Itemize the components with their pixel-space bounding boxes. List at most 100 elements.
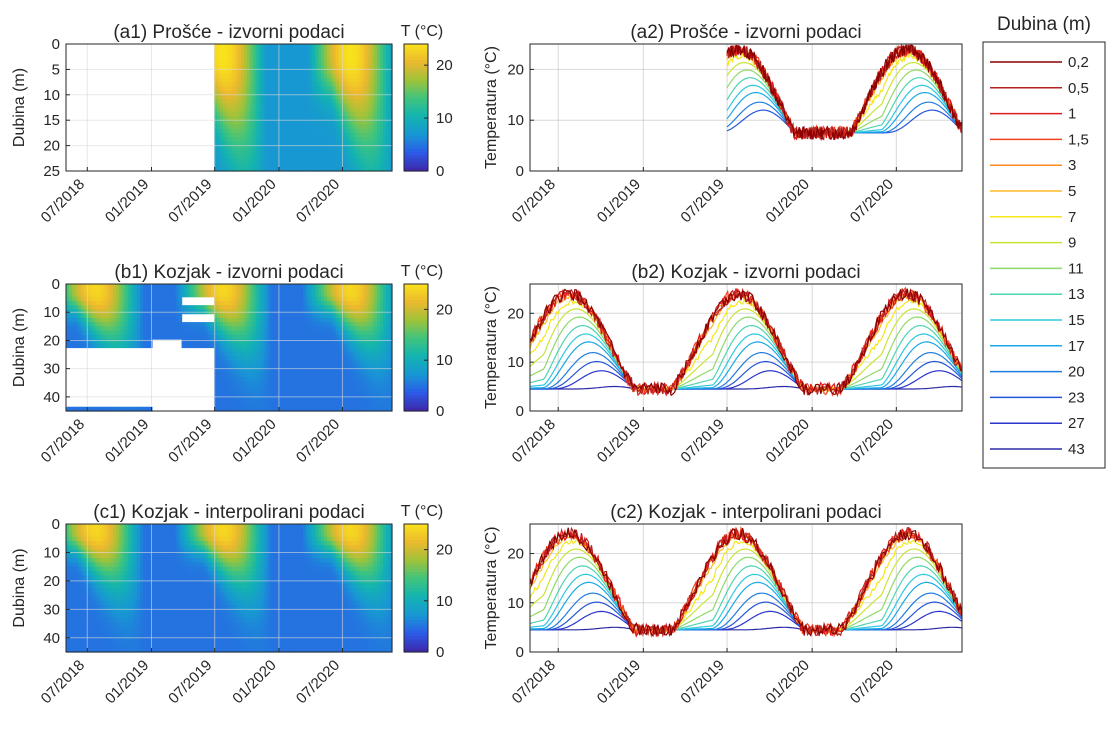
heatmap-cell — [365, 347, 369, 353]
heatmap-cell — [288, 60, 292, 66]
heatmap-cell — [294, 77, 298, 83]
heatmap-cell — [101, 300, 106, 306]
heatmap-cell — [243, 385, 248, 391]
heatmap-cell — [258, 166, 263, 172]
heatmap-cell — [83, 343, 88, 349]
x-tick-label: 07/2020 — [847, 416, 897, 466]
heatmap-cell — [98, 284, 103, 289]
heatmap-cell — [237, 99, 242, 104]
heatmap-cell — [77, 292, 82, 298]
heatmap-cell — [86, 562, 91, 568]
heatmap-cell — [237, 158, 242, 164]
heatmap-cell — [320, 77, 325, 83]
heatmap-cell — [282, 132, 286, 138]
heatmap-cell — [255, 145, 260, 151]
heatmap-cell — [332, 300, 337, 306]
heatmap-cell — [365, 326, 369, 332]
heatmap-cell — [264, 132, 269, 138]
heatmap-cell — [377, 90, 381, 96]
heatmap-cell — [273, 162, 278, 168]
heatmap-cell — [303, 154, 307, 159]
heatmap-cell — [160, 322, 165, 327]
heatmap-cell — [306, 166, 310, 172]
heatmap-cell — [86, 647, 91, 653]
heatmap-cell — [297, 364, 301, 370]
heatmap-cell — [226, 162, 230, 168]
heatmap-cell — [386, 60, 390, 66]
heatmap-cell — [229, 368, 233, 374]
heatmap-cell — [71, 566, 76, 572]
heatmap-cell — [229, 48, 233, 54]
heatmap-cell — [267, 377, 272, 382]
heatmap-cell — [323, 406, 328, 412]
heatmap-cell — [276, 381, 280, 387]
heatmap-cell — [279, 120, 283, 126]
heatmap-cell — [240, 69, 245, 75]
heatmap-cell — [306, 381, 310, 387]
heatmap-cell — [101, 305, 106, 310]
heatmap-cell — [92, 622, 97, 627]
heatmap-cell — [101, 292, 106, 298]
heatmap-cell — [264, 99, 269, 104]
heatmap-cell — [128, 317, 132, 323]
heatmap-cell — [317, 351, 322, 357]
heatmap-cell — [389, 351, 393, 357]
x-tick-label: 01/2020 — [763, 416, 813, 466]
heatmap-cell — [359, 132, 363, 138]
heatmap-cell — [267, 145, 272, 151]
heatmap-cell — [231, 111, 236, 117]
heatmap-cell — [95, 579, 100, 585]
heatmap-cell — [285, 86, 289, 92]
heatmap-cell — [288, 389, 292, 395]
heatmap-cell — [246, 351, 251, 357]
heatmap-cell — [229, 149, 233, 155]
heatmap-cell — [89, 575, 94, 581]
heatmap-cell — [237, 300, 242, 306]
heatmap-cell — [231, 69, 236, 75]
heatmap-cell — [214, 360, 218, 366]
heatmap-cell — [389, 86, 393, 92]
heatmap-cell — [320, 385, 325, 391]
heatmap-cell — [291, 137, 295, 142]
heatmap-cell — [249, 296, 254, 302]
heatmap-cell — [326, 65, 331, 70]
heatmap-cell — [338, 166, 343, 172]
heatmap-cell — [98, 566, 103, 572]
heatmap-cell — [86, 575, 91, 581]
heatmap-cell — [320, 162, 325, 168]
heatmap-cell — [279, 372, 283, 378]
heatmap-cell — [240, 60, 245, 66]
heatmap-cell — [220, 406, 224, 412]
heatmap-cell — [288, 77, 292, 83]
heatmap-cell — [323, 317, 328, 323]
heatmap-cell — [116, 288, 120, 294]
heatmap-cell — [368, 158, 372, 164]
heatmap-cell — [314, 162, 319, 168]
heatmap-cell — [83, 583, 88, 589]
heatmap-cell — [365, 355, 369, 361]
heatmap-cell — [329, 107, 334, 113]
heatmap-cell — [258, 149, 263, 155]
heatmap-cell — [371, 326, 375, 332]
heatmap-cell — [249, 73, 254, 79]
heatmap-cell — [226, 389, 230, 395]
heatmap-cell — [214, 115, 218, 121]
heatmap-cell — [240, 149, 245, 155]
heatmap-cell — [311, 347, 316, 353]
heatmap-cell — [362, 402, 366, 408]
heatmap-cell — [249, 132, 254, 138]
heatmap-cell — [258, 288, 263, 294]
heatmap-cell — [285, 132, 289, 138]
heatmap-cell — [68, 579, 73, 585]
heatmap-cell — [255, 334, 260, 340]
heatmap-cell — [356, 368, 360, 374]
heatmap-cell — [344, 322, 349, 327]
heatmap-cell — [234, 128, 239, 134]
heatmap-cell — [252, 48, 257, 54]
heatmap-cell — [353, 65, 358, 70]
heatmap-cell — [252, 132, 257, 138]
heatmap-cell — [214, 90, 218, 96]
heatmap-cell — [237, 56, 242, 62]
heatmap-cell — [356, 44, 360, 49]
heatmap-cell — [98, 536, 103, 542]
